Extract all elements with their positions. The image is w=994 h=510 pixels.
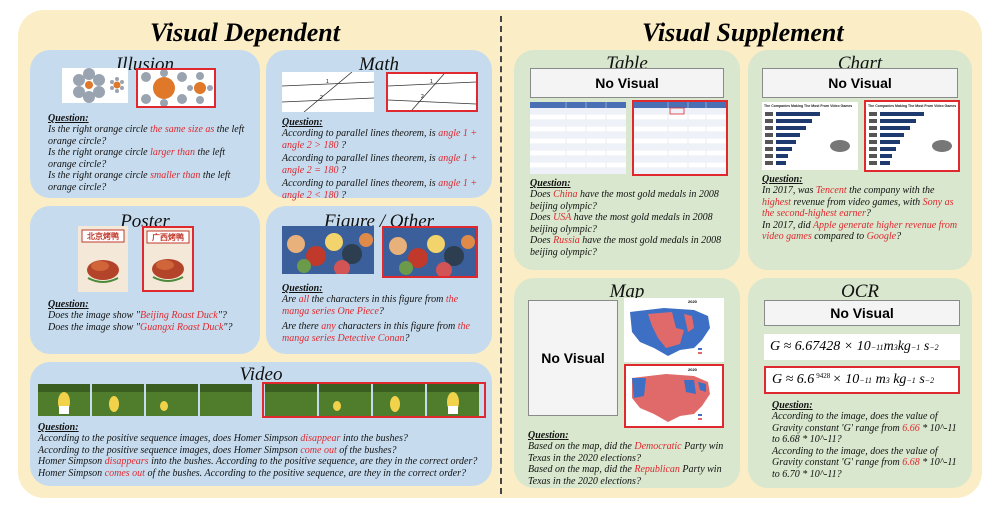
question-item: Is the right orange circle the same size…: [48, 124, 245, 147]
video-questions: According to the positive sequence image…: [38, 433, 488, 479]
question-item: Is the right orange circle smaller than …: [48, 170, 231, 193]
chart-image-right: The Companies Making The Most From Video…: [864, 100, 960, 172]
illusion-image-left: [62, 68, 128, 103]
poster-image-right: 广西烤鸭: [142, 226, 194, 292]
question-item: Does USA have the most gold medals in 20…: [530, 212, 713, 235]
question-item: According to parallel lines theorem, is …: [282, 128, 478, 151]
question-label: Question:: [528, 430, 569, 441]
section-divider: [500, 16, 502, 494]
svg-text:2: 2: [320, 95, 323, 101]
video-frame: [200, 384, 252, 416]
poster-questions: Does the image show "Beijing Roast Duck"…: [48, 310, 253, 333]
question-item: Based on the map, did the Democratic Par…: [528, 441, 724, 464]
question-label: Question:: [282, 117, 323, 128]
panel-title: OCR: [841, 281, 879, 302]
question-item: Homer Simpson disappears into the bushes…: [38, 456, 478, 467]
svg-text:1: 1: [326, 79, 329, 85]
question-item: Based on the map, did the Republican Par…: [528, 464, 722, 487]
video-frame: [319, 384, 371, 416]
video-frame: [373, 384, 425, 416]
math-questions: According to parallel lines theorem, is …: [282, 128, 482, 201]
table-questions: Does China have the most gold medals in …: [530, 189, 728, 258]
panel-chart: Chart No Visual The Companies Making The…: [748, 50, 972, 270]
question-label: Question:: [762, 174, 803, 185]
panel-video: Video Question: According to the positiv…: [30, 362, 492, 486]
question-item: Are there any characters in this figure …: [282, 321, 470, 344]
panel-title: Video: [239, 364, 283, 385]
question-item: According to the positive sequence image…: [38, 444, 397, 456]
question-item: According to the image, does the value o…: [772, 445, 957, 480]
video-frame: [92, 384, 144, 416]
illusion-image-right: [136, 68, 216, 108]
question-item: Does the image show "Guangxi Roast Duck"…: [48, 321, 233, 333]
map-questions: Based on the map, did the Democratic Par…: [528, 441, 728, 487]
panel-poster: Poster 北京烤鸭 广西烤鸭 Question: Does the imag…: [30, 206, 260, 354]
question-item: According to the positive sequence image…: [38, 433, 408, 444]
question-label: Question:: [38, 422, 79, 433]
chart-image-left: The Companies Making The Most From Video…: [762, 102, 858, 170]
video-frame: [38, 384, 90, 416]
title-visual-supplement: Visual Supplement: [642, 18, 844, 47]
question-item: Does the image show "Beijing Roast Duck"…: [48, 310, 227, 321]
poster-text-right: 广西烤鸭: [152, 233, 184, 242]
question-item: Are all the characters in this figure fr…: [282, 294, 459, 317]
chart-thumb-title: The Companies Making The Most From Video…: [868, 104, 956, 108]
question-label: Question:: [530, 178, 571, 189]
title-visual-dependent: Visual Dependent: [150, 18, 340, 47]
svg-text:2: 2: [421, 94, 424, 100]
video-frames-left: [38, 384, 254, 416]
question-item: In 2017, did Apple generate higher reven…: [762, 219, 958, 243]
map-year: 2020: [688, 367, 697, 372]
panel-math: Math 1 2 1 2 Question: According to para…: [266, 50, 492, 201]
table-image-left: [530, 102, 626, 174]
figure-image-right: [382, 226, 478, 278]
video-frames-right: [262, 382, 486, 418]
question-label: Question:: [282, 283, 323, 294]
chart-questions: In 2017, was Tencent the company with th…: [762, 185, 962, 243]
map-image-top: 2020: [624, 298, 724, 362]
no-visual-box: No Visual: [762, 68, 958, 98]
no-visual-box: No Visual: [530, 68, 724, 98]
poster-text-left: 北京烤鸭: [87, 232, 119, 241]
panel-title: Map: [609, 281, 645, 302]
map-image-bottom: 2020: [624, 364, 724, 428]
figure-questions: Are all the characters in this figure fr…: [282, 294, 482, 344]
video-frame: [146, 384, 198, 416]
panel-table: Table No Visual: [514, 50, 740, 270]
question-item: According to the image, does the value o…: [772, 411, 957, 445]
question-item: According to parallel lines theorem, is …: [282, 153, 478, 176]
panel-figure-other: Figure / Other Question: Are all the cha…: [266, 206, 492, 354]
ocr-questions: According to the image, does the value o…: [772, 411, 962, 480]
figure-image-left: [282, 226, 374, 274]
video-frame: [427, 384, 479, 416]
question-label: Question:: [48, 113, 89, 124]
question-item: In 2017, was Tencent the company with th…: [762, 185, 954, 219]
math-image-left: 1 2: [282, 72, 374, 112]
panel-illusion: Illusion Question: Is the right orange c: [30, 50, 260, 198]
question-label: Question:: [48, 299, 89, 310]
question-item: Is the right orange circle larger than t…: [48, 147, 226, 170]
no-visual-box: No Visual: [528, 300, 618, 416]
map-year: 2020: [688, 299, 697, 304]
panel-map: Map No Visual 2020 2020 Question: Based …: [514, 278, 740, 488]
panel-title: Math: [358, 54, 400, 75]
no-visual-box: No Visual: [764, 300, 960, 326]
poster-image-left: 北京烤鸭: [78, 226, 128, 292]
question-item: Does China have the most gold medals in …: [530, 189, 719, 212]
illusion-questions: Is the right orange circle the same size…: [48, 124, 253, 193]
math-image-right: 1 2: [386, 72, 478, 112]
question-item: According to parallel lines theorem, is …: [282, 178, 478, 201]
question-item: Homer Simpson comes out of the bushes. A…: [38, 467, 466, 479]
svg-text:1: 1: [430, 79, 433, 85]
question-label: Question:: [772, 400, 813, 411]
chart-thumb-title: The Companies Making The Most From Video…: [764, 104, 853, 108]
video-frame: [265, 384, 317, 416]
question-item: Does Russia have the most gold medals in…: [530, 235, 722, 258]
table-image-right: [632, 100, 728, 176]
